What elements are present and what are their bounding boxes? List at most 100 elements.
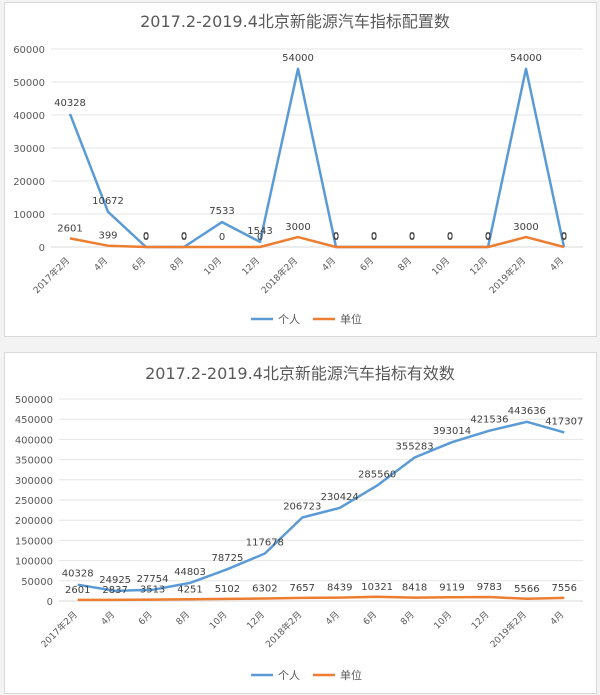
y-tick-label: 150000 — [15, 536, 53, 547]
data-label: 40328 — [54, 98, 86, 109]
chart-panel-valid: 2017.2-2019.4北京新能源汽车指标有效数 0 50000 100000 150… — [4, 352, 597, 694]
x-tick-label: 6月 — [361, 609, 379, 627]
data-label: 0 — [409, 231, 415, 242]
data-label: 10672 — [92, 196, 124, 207]
x-tick-label: 12月 — [469, 609, 491, 631]
x-tick-label: 10月 — [430, 255, 452, 277]
x-tick-label: 4月 — [548, 255, 566, 273]
data-label: 0 — [561, 232, 567, 243]
data-label: 40328 — [62, 569, 94, 580]
x-tick-label: 8月 — [396, 255, 414, 273]
data-label: 1543 — [247, 226, 272, 237]
x-tick-label: 2017年2月 — [38, 609, 79, 650]
y-tick-label: 0 — [39, 243, 45, 254]
data-label: 5102 — [215, 584, 240, 595]
chart-valid-svg: 2017.2-2019.4北京新能源汽车指标有效数 0 50000 100000 150… — [15, 364, 584, 682]
y-tick-label: 50000 — [21, 577, 53, 588]
data-label: 399 — [98, 231, 117, 242]
y-tick-label: 200000 — [15, 516, 53, 527]
y-tick-label: 400000 — [15, 435, 53, 446]
data-label: 8439 — [327, 583, 352, 594]
y-tick-label: 450000 — [15, 415, 53, 426]
data-label: 421536 — [470, 415, 508, 426]
data-label: 6302 — [252, 583, 277, 594]
data-label: 0 — [447, 232, 453, 243]
x-tick-label: 2019年2月 — [487, 255, 528, 296]
data-label: 3000 — [285, 222, 310, 233]
data-label: 0 — [561, 231, 567, 242]
data-label: 443636 — [508, 406, 546, 417]
legend-label: 个人 — [278, 313, 300, 326]
data-label: 24925 — [99, 575, 131, 586]
y-tick-label: 10000 — [13, 210, 45, 221]
data-label: 0 — [333, 231, 339, 242]
data-label: 9783 — [477, 582, 502, 593]
x-tick-label: 8月 — [168, 255, 186, 273]
data-label: 206723 — [283, 501, 321, 512]
x-tick-label: 4月 — [92, 255, 110, 273]
x-tick-label: 6月 — [358, 255, 376, 273]
x-tick-label: 6月 — [130, 255, 148, 273]
x-tick-label: 6月 — [136, 609, 154, 627]
x-tick-label: 4月 — [324, 609, 342, 627]
data-label: 3513 — [140, 585, 165, 596]
y-tick-label: 60000 — [13, 45, 45, 56]
x-tick-label: 10月 — [207, 609, 229, 631]
data-label: 0 — [371, 232, 377, 243]
data-label: 0 — [485, 231, 491, 242]
y-tick-label: 500000 — [15, 395, 53, 406]
y-tick-label: 300000 — [15, 476, 53, 487]
data-label: 0 — [181, 231, 187, 242]
x-tick-label: 2018年2月 — [259, 255, 300, 296]
data-label: 230424 — [321, 492, 359, 503]
y-tick-label: 50000 — [13, 78, 45, 89]
data-label: 9119 — [439, 582, 464, 593]
x-tick-label: 4月 — [99, 609, 117, 627]
data-label: 7556 — [552, 583, 577, 594]
data-label: 44803 — [174, 567, 206, 578]
legend-label: 单位 — [340, 312, 362, 326]
x-tick-label: 10月 — [202, 255, 224, 277]
data-label: 2837 — [102, 585, 127, 596]
y-tick-label: 250000 — [15, 496, 53, 507]
data-label: 0 — [447, 231, 453, 242]
chart-allocation-svg: 2017.2-2019.4北京新能源汽车指标配置数 0 10000 20000 3000… — [13, 12, 583, 326]
x-tick-label: 12月 — [245, 609, 267, 631]
data-label: 3000 — [513, 222, 538, 233]
series-line-individual — [77, 420, 565, 593]
y-tick-label: 40000 — [13, 111, 45, 122]
data-label: 54000 — [282, 53, 314, 64]
data-label: 7657 — [290, 583, 315, 594]
data-label: 0 — [143, 231, 149, 242]
data-label: 0 — [333, 232, 339, 243]
x-tick-label: 12月 — [468, 255, 490, 277]
y-tick-label: 20000 — [13, 177, 45, 188]
x-tick-label: 2019年2月 — [488, 609, 529, 650]
y-tick-label: 350000 — [15, 456, 53, 467]
y-tick-label: 0 — [47, 597, 53, 608]
data-label: 355283 — [395, 441, 433, 452]
data-label: 54000 — [510, 53, 542, 64]
series-line-individual — [68, 67, 566, 249]
data-label: 2601 — [57, 223, 82, 234]
x-tick-label: 4月 — [320, 255, 338, 273]
data-label: 27754 — [137, 574, 169, 585]
data-label: 8418 — [402, 583, 427, 594]
data-label: 417307 — [545, 416, 583, 427]
data-label: 117678 — [246, 537, 284, 548]
data-label: 10321 — [361, 582, 393, 593]
data-label: 0 — [485, 232, 491, 243]
chart-panel-allocation: 2017.2-2019.4北京新能源汽车指标配置数 0 10000 20000 3000… — [4, 2, 597, 337]
x-tick-label: 2018年2月 — [263, 609, 304, 650]
data-label: 7533 — [209, 206, 234, 217]
chart-title: 2017.2-2019.4北京新能源汽车指标有效数 — [145, 364, 455, 383]
legend-label: 个人 — [278, 669, 300, 682]
x-tick-label: 2017年2月 — [31, 255, 72, 296]
data-label: 393014 — [433, 426, 471, 437]
data-label: 4251 — [177, 584, 202, 595]
data-label: 285560 — [358, 470, 396, 481]
data-label: 78725 — [212, 553, 244, 564]
series-line-unit — [69, 235, 565, 249]
x-tick-label: 8月 — [398, 609, 416, 627]
data-label: 0 — [181, 232, 187, 243]
